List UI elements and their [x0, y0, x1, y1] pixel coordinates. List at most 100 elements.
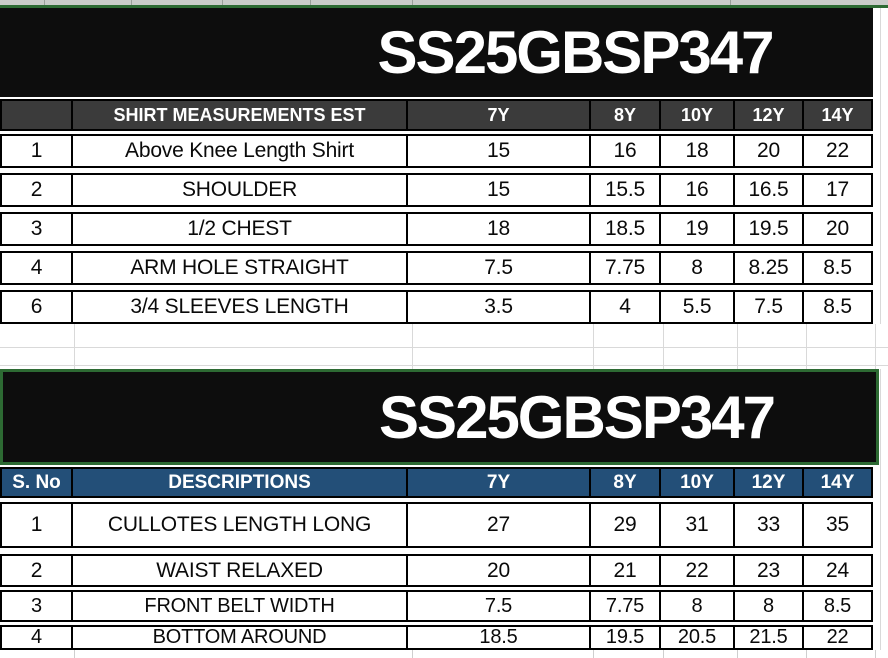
desc-cell[interactable]: SHOULDER [73, 175, 408, 205]
value-cell-10y[interactable]: 19 [661, 214, 735, 244]
value-cell-8y[interactable]: 19.5 [591, 627, 661, 648]
header-desc-cell[interactable]: SHIRT MEASUREMENTS EST [73, 101, 408, 129]
value-cell-8y[interactable]: 18.5 [591, 214, 661, 244]
header-size-10y[interactable]: 10Y [661, 101, 735, 129]
shirt-measurement-row: 2 SHOULDER 15 15.5 16 16.5 17 [0, 173, 873, 207]
culottes-table-header-row: S. No DESCRIPTIONS 7Y 8Y 10Y 12Y 14Y [0, 467, 873, 498]
value-cell-10y[interactable]: 8 [661, 592, 735, 620]
sheet-empty-rows [0, 324, 888, 369]
value-cell-8y[interactable]: 15.5 [591, 175, 661, 205]
header-size-12y[interactable]: 12Y [735, 101, 804, 129]
value-cell-7y[interactable]: 18 [408, 214, 591, 244]
shirt-measurement-row: 4 ARM HOLE STRAIGHT 7.5 7.75 8 8.25 8.5 [0, 251, 873, 285]
shirt-table-header-row: SHIRT MEASUREMENTS EST 7Y 8Y 10Y 12Y 14Y [0, 99, 873, 131]
value-cell-8y[interactable]: 21 [591, 556, 661, 585]
shirt-measurement-row: 1 Above Knee Length Shirt 15 16 18 20 22 [0, 134, 873, 168]
desc-cell[interactable]: BOTTOM AROUND [73, 627, 408, 648]
value-cell-12y[interactable]: 23 [735, 556, 804, 585]
value-cell-7y[interactable]: 15 [408, 175, 591, 205]
sno-cell[interactable]: 4 [2, 253, 73, 283]
value-cell-10y[interactable]: 8 [661, 253, 735, 283]
value-cell-12y[interactable]: 33 [735, 504, 804, 546]
value-cell-7y[interactable]: 7.5 [408, 592, 591, 620]
header-size-14y[interactable]: 14Y [804, 101, 871, 129]
style-code-text: SS25GBSP347 [379, 383, 776, 451]
value-cell-14y[interactable]: 22 [826, 139, 849, 162]
column-divider [412, 0, 413, 5]
value-cell-14y[interactable]: 20 [826, 217, 849, 240]
column-divider [44, 0, 45, 5]
value-cell-10y[interactable]: 5.5 [661, 292, 735, 322]
header-size-14y[interactable]: 14Y [804, 469, 871, 496]
value-cell-14y[interactable]: 8.5 [823, 594, 852, 617]
style-code-banner-shirt[interactable]: SS25GBSP347 [0, 8, 873, 97]
value-cell-14y[interactable]: 35 [826, 513, 849, 536]
value-cell-12y[interactable]: 16.5 [735, 175, 804, 205]
value-cell-10y[interactable]: 20.5 [661, 627, 735, 648]
header-sno-cell[interactable]: S. No [2, 469, 73, 496]
value-cell-7y[interactable]: 18.5 [408, 627, 591, 648]
value-cell-12y[interactable]: 20 [735, 136, 804, 166]
sno-cell[interactable]: 4 [2, 627, 73, 648]
sno-cell[interactable]: 3 [2, 214, 73, 244]
column-divider [131, 0, 132, 5]
value-cell-12y[interactable]: 7.5 [735, 292, 804, 322]
value-cell-10y[interactable]: 31 [661, 504, 735, 546]
sno-cell[interactable]: 1 [2, 504, 73, 546]
value-cell-14y[interactable]: 24 [826, 558, 849, 582]
value-cell-7y[interactable]: 27 [408, 504, 591, 546]
column-divider [730, 0, 731, 5]
value-cell-8y[interactable]: 29 [591, 504, 661, 546]
value-cell-10y[interactable]: 22 [661, 556, 735, 585]
style-code-text: SS25GBSP347 [377, 19, 775, 86]
value-cell-8y[interactable]: 7.75 [591, 253, 661, 283]
culottes-measurement-row: 4 BOTTOM AROUND 18.5 19.5 20.5 21.5 22 [0, 625, 873, 650]
green-border-top [0, 5, 888, 8]
header-size-12y[interactable]: 12Y [735, 469, 804, 496]
value-cell-14y[interactable]: 8.5 [823, 295, 852, 318]
column-divider [310, 0, 311, 5]
value-cell-7y[interactable]: 15 [408, 136, 591, 166]
shirt-measurement-row: 3 1/2 CHEST 18 18.5 19 19.5 20 [0, 212, 873, 246]
value-cell-12y[interactable]: 19.5 [735, 214, 804, 244]
header-sno-cell[interactable] [2, 101, 73, 129]
shirt-measurement-row: 6 3/4 SLEEVES LENGTH 3.5 4 5.5 7.5 8.5 [0, 290, 873, 324]
value-cell-8y[interactable]: 4 [591, 292, 661, 322]
value-cell-12y[interactable]: 21.5 [735, 627, 804, 648]
sno-cell[interactable]: 3 [2, 592, 73, 620]
sno-cell[interactable]: 1 [2, 136, 73, 166]
desc-cell[interactable]: 1/2 CHEST [73, 214, 408, 244]
sno-cell[interactable]: 6 [2, 292, 73, 322]
value-cell-8y[interactable]: 7.75 [591, 592, 661, 620]
header-size-7y[interactable]: 7Y [408, 101, 591, 129]
desc-cell[interactable]: WAIST RELAXED [73, 556, 408, 585]
sno-cell[interactable]: 2 [2, 175, 73, 205]
desc-cell[interactable]: CULLOTES LENGTH LONG [73, 504, 408, 546]
culottes-measurement-row: 1 CULLOTES LENGTH LONG 27 29 31 33 35 [0, 502, 873, 548]
value-cell-8y[interactable]: 16 [591, 136, 661, 166]
value-cell-7y[interactable]: 7.5 [408, 253, 591, 283]
value-cell-7y[interactable]: 3.5 [408, 292, 591, 322]
value-cell-7y[interactable]: 20 [408, 556, 591, 585]
desc-cell[interactable]: Above Knee Length Shirt [73, 136, 408, 166]
sheet-top-row-strip [0, 0, 888, 5]
header-size-10y[interactable]: 10Y [661, 469, 735, 496]
value-cell-14y[interactable]: 17 [826, 178, 849, 201]
value-cell-14y[interactable]: 8.5 [823, 256, 852, 279]
header-size-8y[interactable]: 8Y [591, 101, 661, 129]
desc-cell[interactable]: ARM HOLE STRAIGHT [73, 253, 408, 283]
style-code-banner-culottes[interactable]: SS25GBSP347 [0, 369, 879, 465]
desc-cell[interactable]: FRONT BELT WIDTH [73, 592, 408, 620]
header-size-7y[interactable]: 7Y [408, 469, 591, 496]
value-cell-12y[interactable]: 8.25 [735, 253, 804, 283]
header-desc-cell[interactable]: DESCRIPTIONS [73, 469, 408, 496]
value-cell-10y[interactable]: 16 [661, 175, 735, 205]
value-cell-12y[interactable]: 8 [735, 592, 804, 620]
column-divider [222, 0, 223, 5]
sno-cell[interactable]: 2 [2, 556, 73, 585]
value-cell-10y[interactable]: 18 [661, 136, 735, 166]
sheet-bottom-row-strip [0, 650, 888, 658]
desc-cell[interactable]: 3/4 SLEEVES LENGTH [73, 292, 408, 322]
header-size-8y[interactable]: 8Y [591, 469, 661, 496]
value-cell-14y[interactable]: 22 [826, 627, 849, 648]
